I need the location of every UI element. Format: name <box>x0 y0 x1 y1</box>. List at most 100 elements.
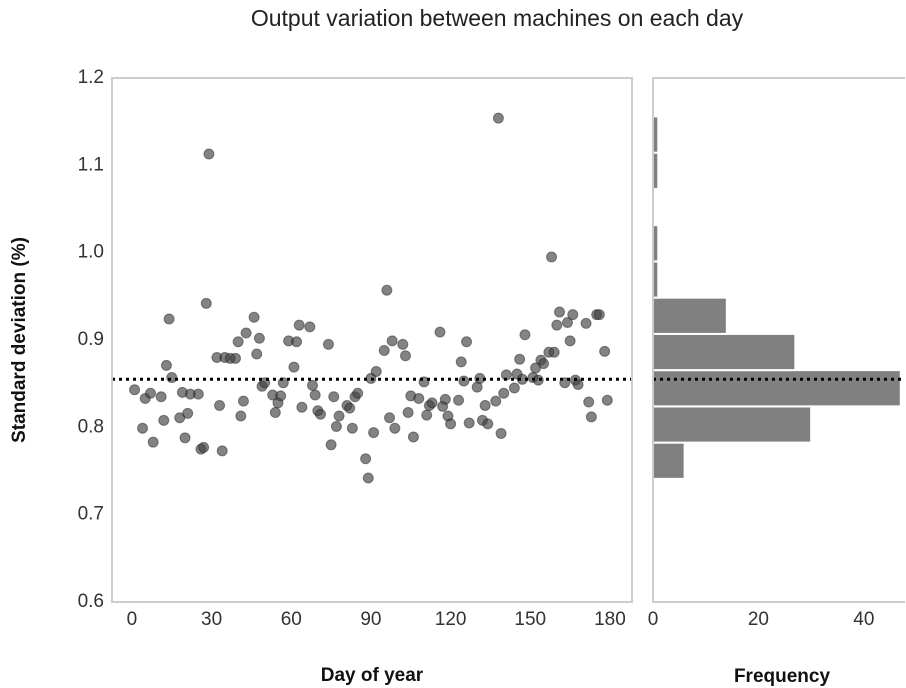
point <box>314 408 326 420</box>
point <box>325 439 337 451</box>
point <box>216 445 228 457</box>
point <box>583 396 595 408</box>
point <box>601 394 613 406</box>
point <box>293 319 305 331</box>
point <box>399 350 411 362</box>
x-tick-label: 150 <box>514 609 546 630</box>
point <box>495 427 507 439</box>
x-tick-label: 20 <box>748 609 769 630</box>
chart-title: Output variation between machines on eac… <box>251 5 744 31</box>
histogram-bar <box>652 405 813 444</box>
point <box>307 379 319 391</box>
point <box>296 401 308 413</box>
point <box>182 407 194 419</box>
point <box>492 112 504 124</box>
point <box>344 402 356 414</box>
x-tick-label: 30 <box>201 609 222 630</box>
point <box>434 326 446 338</box>
point <box>407 431 419 443</box>
point <box>479 400 491 411</box>
point <box>229 352 241 364</box>
point <box>145 387 157 399</box>
histogram-bar <box>652 369 902 408</box>
point <box>237 395 249 407</box>
point <box>561 317 573 329</box>
point <box>251 348 263 360</box>
x-tick-label: 0 <box>648 609 659 630</box>
point <box>352 387 364 399</box>
point <box>548 346 560 358</box>
point <box>421 409 433 421</box>
x-tick-label: 60 <box>281 609 302 630</box>
x-tick-label: 40 <box>853 609 874 630</box>
point <box>322 338 334 350</box>
point <box>333 410 345 422</box>
point <box>240 327 252 339</box>
point <box>277 377 289 389</box>
point <box>155 391 167 403</box>
point <box>360 453 372 465</box>
point <box>235 410 247 422</box>
y-tick-label: 0.7 <box>78 504 104 525</box>
point <box>147 436 159 448</box>
point <box>585 411 597 423</box>
point <box>275 390 287 402</box>
point <box>179 432 191 444</box>
point <box>572 379 584 391</box>
point <box>288 361 300 373</box>
point <box>163 313 175 325</box>
point <box>546 251 558 263</box>
point <box>232 336 244 348</box>
point <box>514 353 526 365</box>
point <box>439 393 451 405</box>
point <box>508 382 520 394</box>
point <box>599 345 611 357</box>
y-tick-label: 0.6 <box>78 591 104 612</box>
point <box>490 395 502 407</box>
x-axis-label: Day of year <box>321 665 424 686</box>
point <box>291 336 303 348</box>
point <box>498 387 510 399</box>
point <box>309 389 321 401</box>
point <box>458 375 470 387</box>
y-axis-label: Standard deviation (%) <box>9 237 30 443</box>
point <box>461 336 473 348</box>
y-tick-label: 0.9 <box>78 329 104 350</box>
point <box>580 317 592 329</box>
point <box>166 372 178 384</box>
x-axis-label: Frequency <box>734 666 831 687</box>
point <box>413 393 425 405</box>
point <box>346 422 358 434</box>
point <box>200 297 212 309</box>
point <box>198 441 210 453</box>
point <box>160 359 172 371</box>
histogram-bar <box>652 441 686 480</box>
axes-frame <box>111 77 633 603</box>
point <box>203 148 215 160</box>
point <box>304 321 316 333</box>
point <box>455 356 467 368</box>
point <box>362 472 374 484</box>
point <box>402 406 414 418</box>
point <box>137 422 149 434</box>
point <box>384 412 396 424</box>
point <box>551 319 563 331</box>
point <box>269 406 281 418</box>
x-tick-label: 180 <box>594 609 626 630</box>
y-tick-label: 1.0 <box>78 242 104 263</box>
point <box>519 329 531 341</box>
axes-frame <box>652 77 905 603</box>
y-tick-label: 1.2 <box>78 67 104 88</box>
point <box>482 418 494 430</box>
point <box>368 427 380 439</box>
histogram-bar <box>652 332 797 372</box>
point <box>386 335 398 347</box>
y-tick-label: 1.1 <box>78 154 104 175</box>
x-tick-label: 90 <box>360 609 381 630</box>
point <box>538 358 550 370</box>
x-tick-label: 120 <box>435 609 467 630</box>
point <box>330 420 342 432</box>
point <box>378 344 390 356</box>
